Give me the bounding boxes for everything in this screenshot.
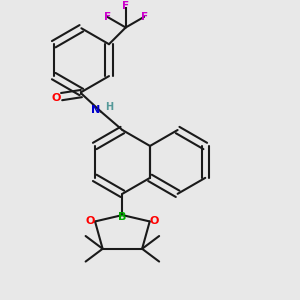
Text: O: O — [150, 217, 159, 226]
Text: O: O — [52, 93, 61, 103]
Text: F: F — [122, 1, 129, 11]
Text: H: H — [105, 102, 113, 112]
Text: N: N — [91, 105, 100, 115]
Text: F: F — [141, 12, 148, 22]
Text: F: F — [104, 12, 111, 22]
Text: O: O — [86, 217, 95, 226]
Text: B: B — [118, 212, 127, 222]
